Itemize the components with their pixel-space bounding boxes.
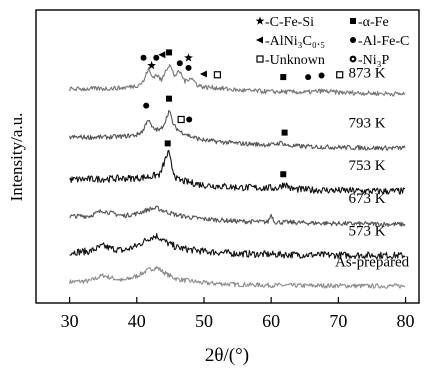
phase-marker-16 (177, 115, 185, 124)
legend-marker-1 (350, 18, 356, 24)
phase-legend: -C-Fe-Si -α-Fe -AlNi₃C₀.₅ -Al-Fe-C -Unknown -… (255, 15, 409, 68)
phase-markers-layer (140, 49, 344, 178)
curve-labels-layer: As-prepared 573 K 673 K 753 K 793 K 873 K (335, 65, 410, 270)
x-axis-ticks: 30 40 50 60 70 80 (61, 297, 415, 331)
x-tick-label-1: 40 (128, 311, 146, 331)
series-line-5 (69, 63, 406, 97)
phase-marker-18 (281, 129, 288, 136)
phase-marker-17 (186, 116, 193, 123)
x-tick-label-2: 50 (195, 311, 213, 331)
phase-marker-1 (147, 60, 156, 70)
phase-marker-8 (199, 70, 207, 78)
curve-label-2: 673 K (348, 191, 385, 207)
y-axis-label: Intensity/a.u. (7, 113, 26, 202)
legend-entry-2: -AlNi₃C₀.₅ (256, 34, 325, 49)
legend-label-1: -α-Fe (358, 15, 389, 30)
phase-marker-6 (184, 53, 193, 62)
x-axis-label: 2θ/(°) (205, 345, 249, 366)
phase-marker-14 (143, 102, 150, 109)
legend-marker-4 (256, 55, 264, 63)
curves-layer (69, 63, 406, 289)
phase-marker-3 (158, 51, 166, 59)
series-line-3 (69, 149, 405, 195)
phase-marker-12 (318, 72, 325, 79)
phase-marker-19 (164, 140, 171, 147)
phase-marker-4 (166, 49, 173, 56)
legend-entry-1: -α-Fe (350, 15, 389, 30)
phase-marker-7 (185, 64, 192, 71)
legend-entry-5: -Ni₃P (349, 53, 390, 68)
phase-marker-13 (336, 71, 344, 79)
curve-label-4: 793 K (348, 116, 385, 132)
phase-marker-10 (280, 74, 287, 81)
legend-marker-2 (256, 36, 263, 44)
series-line-0 (69, 265, 406, 289)
phase-marker-20 (280, 171, 287, 178)
x-tick-label-3: 60 (262, 311, 280, 331)
curve-label-1: 573 K (348, 224, 385, 240)
series-line-2 (69, 205, 406, 227)
legend-label-2: -AlNi₃C₀.₅ (265, 34, 325, 49)
legend-label-3: -Al-Fe-C (358, 34, 409, 49)
phase-marker-15 (166, 95, 173, 102)
legend-marker-0 (255, 16, 265, 25)
series-line-4 (69, 109, 406, 151)
curve-label-5: 873 K (348, 65, 385, 81)
phase-marker-11 (305, 74, 312, 81)
x-tick-label-4: 70 (329, 311, 347, 331)
curve-label-3: 753 K (348, 158, 385, 174)
legend-label-5: -Ni₃P (358, 53, 390, 68)
phase-marker-2 (153, 54, 160, 61)
legend-label-4: -Unknown (265, 53, 325, 68)
x-tick-label-5: 80 (397, 311, 415, 331)
legend-label-0: -C-Fe-Si (265, 15, 314, 30)
series-line-1 (69, 233, 406, 260)
phase-marker-0 (140, 54, 147, 61)
legend-entry-0: -C-Fe-Si (255, 15, 314, 30)
legend-entry-4: -Unknown (256, 53, 325, 68)
legend-marker-5 (349, 55, 357, 63)
phase-marker-5 (176, 60, 183, 67)
legend-marker-3 (350, 37, 356, 43)
x-tick-label-0: 30 (61, 311, 79, 331)
phase-marker-9 (213, 71, 222, 79)
legend-entry-3: -Al-Fe-C (350, 34, 409, 49)
plot-frame (35, 9, 420, 304)
curve-label-0: As-prepared (335, 254, 410, 270)
